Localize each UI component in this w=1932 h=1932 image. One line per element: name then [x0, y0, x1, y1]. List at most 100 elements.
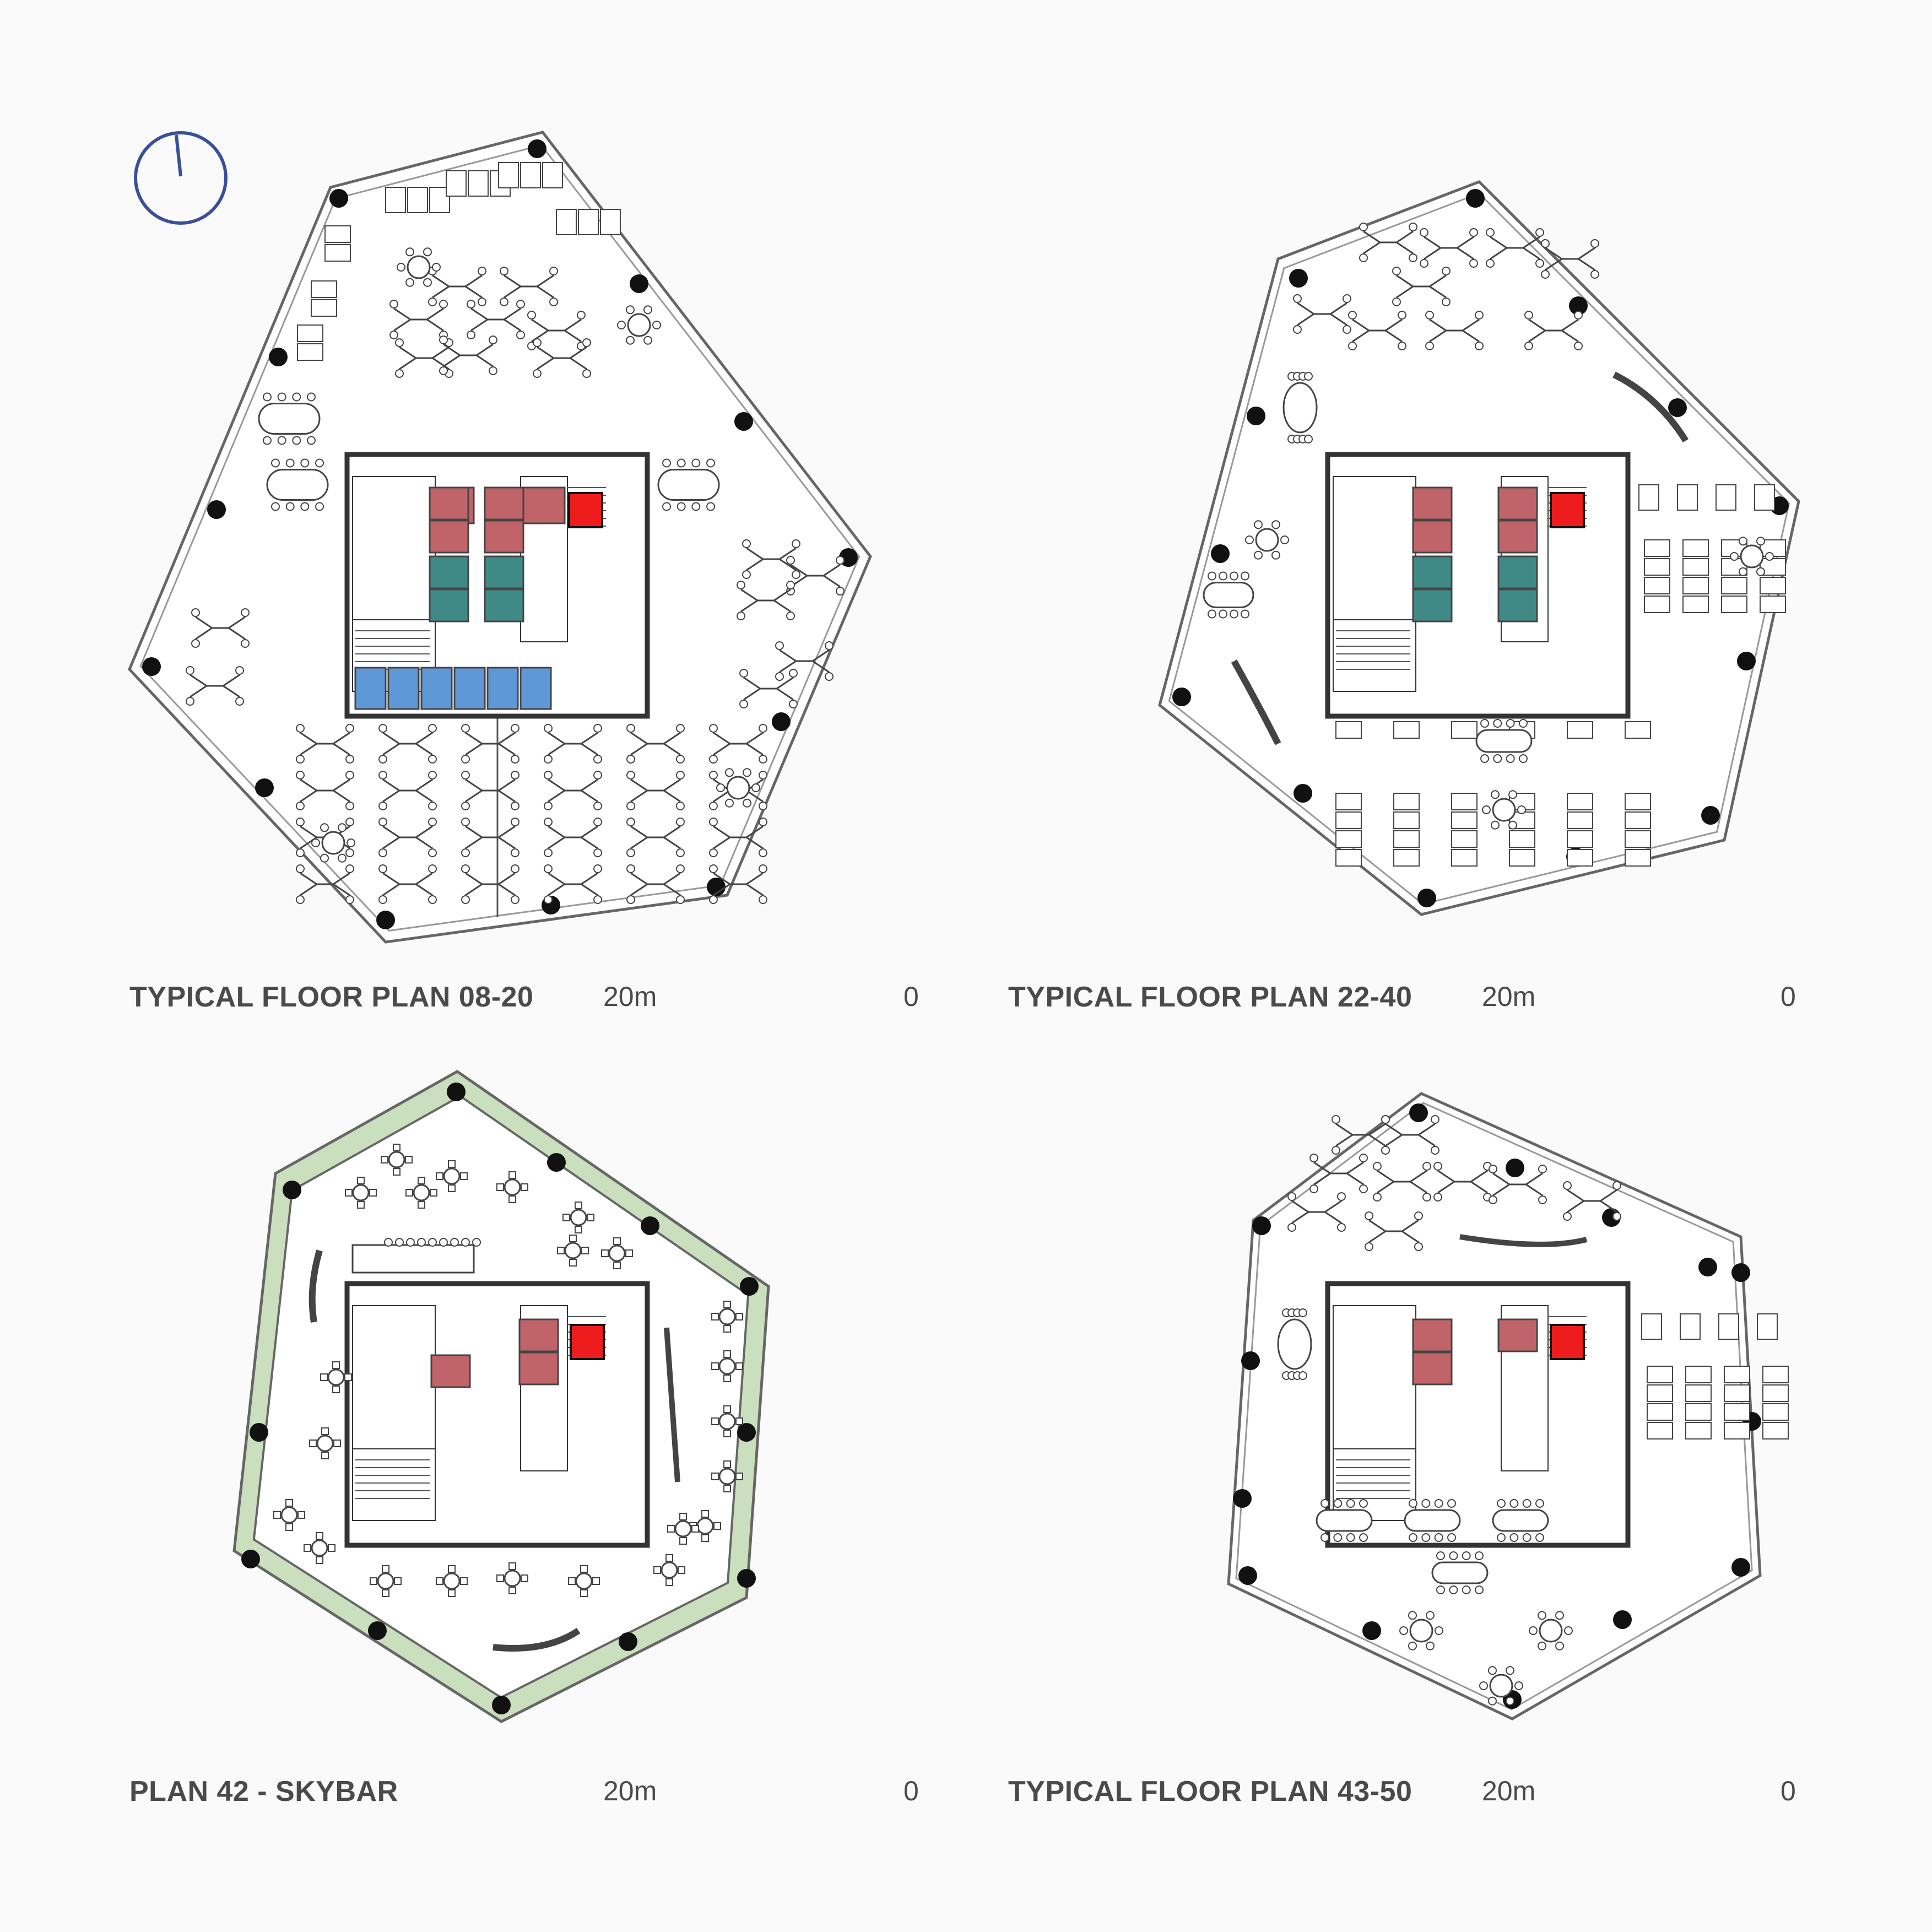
chair: [1373, 1193, 1382, 1202]
lift-car: [484, 555, 524, 589]
chair: [1425, 311, 1434, 320]
chair: [394, 1577, 402, 1585]
lounge-sofa: [1231, 659, 1281, 745]
lounge-sofa: [493, 1627, 581, 1652]
chair: [235, 666, 244, 675]
chair: [593, 818, 602, 826]
chair: [1346, 1499, 1355, 1508]
chair: [676, 802, 685, 810]
chair: [439, 366, 448, 375]
structural-column: [1172, 688, 1191, 706]
structural-column: [1238, 1566, 1257, 1585]
lift-car: [1412, 1318, 1453, 1352]
chair: [1271, 520, 1280, 529]
chair: [292, 436, 301, 445]
chair: [735, 1313, 743, 1321]
cafe-table: [718, 1413, 736, 1430]
chair: [1538, 1641, 1546, 1650]
chair: [1433, 1193, 1442, 1202]
chair: [549, 267, 558, 275]
lift-car: [453, 667, 486, 710]
desk: [1567, 721, 1593, 739]
chair: [511, 724, 519, 733]
chair: [751, 783, 760, 792]
chair: [1208, 609, 1216, 619]
desk: [468, 170, 489, 197]
chair: [436, 1577, 443, 1585]
chair: [511, 848, 519, 857]
chair: [460, 1577, 468, 1585]
chair: [1321, 1533, 1329, 1542]
structural-column: [740, 1277, 759, 1296]
desk: [1682, 558, 1709, 576]
chair: [665, 1554, 673, 1562]
chair: [1287, 1223, 1296, 1232]
desk: [542, 162, 563, 188]
desk: [1393, 793, 1420, 810]
chair: [1304, 372, 1313, 381]
chair: [1333, 1499, 1343, 1508]
cafe-table: [352, 1184, 370, 1202]
chair: [1309, 1154, 1318, 1162]
chair: [1489, 1165, 1497, 1173]
chair: [709, 818, 718, 826]
desk: [1724, 1403, 1750, 1421]
chair: [423, 247, 432, 257]
chair: [593, 864, 602, 873]
chair: [1435, 1626, 1443, 1635]
workstation-cluster: [740, 588, 791, 613]
chair: [1493, 719, 1502, 728]
chair: [662, 502, 671, 511]
chair: [1392, 297, 1401, 306]
chair: [711, 1473, 719, 1480]
chair: [592, 1577, 600, 1585]
plan-title-43-50: TYPICAL FLOOR PLAN 43-50: [1008, 1776, 1413, 1807]
chair: [345, 895, 354, 904]
plan-title-22-40: TYPICAL FLOOR PLAN 22-40: [1008, 981, 1413, 1013]
lift-car: [420, 667, 453, 710]
desk: [297, 324, 323, 342]
desk: [1641, 1313, 1662, 1340]
chair: [1486, 259, 1495, 268]
chair: [1298, 1308, 1307, 1317]
chair: [1535, 228, 1544, 237]
chair: [735, 1417, 743, 1425]
chair: [613, 1262, 621, 1269]
chair: [405, 1189, 413, 1197]
desk: [1451, 721, 1478, 739]
workstation-cluster: [548, 778, 598, 803]
chair: [516, 300, 525, 309]
workstation-cluster: [300, 732, 350, 756]
chair: [1739, 537, 1747, 546]
round-table: [1409, 1619, 1433, 1643]
meeting-table: [1404, 1509, 1461, 1532]
chair: [575, 1226, 582, 1233]
chair: [626, 724, 635, 733]
chair: [448, 1565, 456, 1573]
chair: [1245, 535, 1254, 544]
floor-plan-42-skybar: [232, 1070, 770, 1723]
chair: [285, 458, 295, 468]
lift-car: [1497, 588, 1538, 623]
desk: [1762, 1403, 1789, 1421]
chair: [316, 1556, 323, 1564]
chair: [1230, 571, 1238, 581]
chair: [725, 798, 734, 808]
lift-car: [1497, 519, 1538, 554]
lift-car: [387, 667, 420, 710]
lift-car: [1497, 555, 1538, 589]
chair: [1359, 1184, 1368, 1193]
chair: [345, 802, 354, 810]
chair: [601, 1249, 609, 1257]
chair: [1506, 719, 1515, 728]
meeting-table: [1492, 1509, 1549, 1532]
fire-lift: [1550, 1324, 1585, 1360]
chair: [1348, 311, 1357, 320]
workstation-cluster: [190, 674, 240, 698]
chair: [489, 335, 497, 344]
chair: [691, 1525, 699, 1533]
chair: [496, 1183, 504, 1191]
chair: [448, 1589, 456, 1597]
chair: [1491, 820, 1500, 830]
chair: [405, 247, 414, 257]
